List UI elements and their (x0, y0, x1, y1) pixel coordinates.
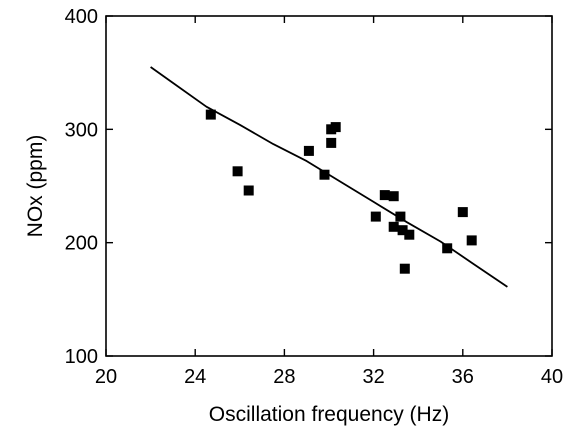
data-point-marker (205, 109, 216, 120)
data-point-marker (388, 221, 399, 232)
data-point-marker (370, 211, 381, 222)
data-point-marker (466, 235, 477, 246)
y-tick-label: 400 (65, 6, 98, 28)
data-point-marker (319, 169, 330, 180)
data-point-marker (326, 137, 337, 148)
x-tick-label: 36 (452, 366, 474, 388)
y-tick-label: 100 (65, 346, 98, 368)
data-point-marker (457, 207, 468, 218)
data-point-marker (232, 166, 243, 177)
x-tick-label: 24 (184, 366, 206, 388)
data-point-marker (303, 145, 314, 156)
data-point-marker (404, 229, 415, 240)
data-point-marker (397, 225, 408, 236)
data-point-marker (442, 243, 453, 254)
data-point-marker (388, 191, 399, 202)
x-tick-label: 32 (362, 366, 384, 388)
plot-frame (105, 15, 553, 357)
x-tick-label: 40 (541, 366, 563, 388)
plot-area (105, 15, 553, 357)
x-axis-label: Oscillation frequency (Hz) (209, 403, 449, 426)
data-point-marker (243, 185, 254, 196)
x-tick-label: 20 (95, 366, 117, 388)
y-tick-label: 200 (65, 233, 98, 255)
trend-line (150, 66, 508, 288)
data-point-marker (379, 190, 390, 201)
axis-ticks (105, 15, 553, 357)
data-series (150, 66, 508, 288)
data-point-marker (395, 211, 406, 222)
tick-labels: 20 24 28 32 36 40 100 200 300 400 (65, 6, 564, 388)
y-tick-label: 300 (65, 119, 98, 141)
data-point-marker (399, 263, 410, 274)
x-tick-label: 28 (273, 366, 295, 388)
y-axis-label: NOx (ppm) (24, 135, 47, 238)
data-point-marker (330, 122, 341, 133)
